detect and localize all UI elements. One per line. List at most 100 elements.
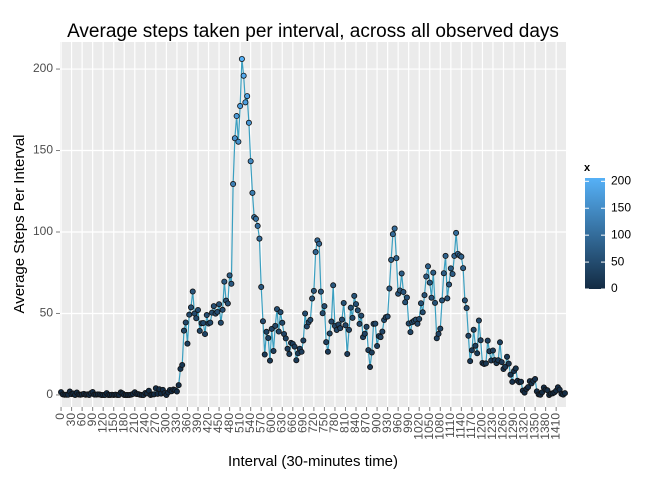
point [463,304,470,311]
x-tick-label: 570 [253,413,267,433]
x-tick-label: 1110 [443,413,457,438]
x-tick-label: 900 [369,413,383,433]
point [265,334,272,341]
chart-title: Average steps taken per interval, across… [67,21,559,42]
point [186,311,193,318]
legend-label: 100 [611,227,631,241]
point [338,316,345,323]
point [307,316,314,323]
point [351,292,358,299]
point [367,364,374,371]
x-tick-label: 450 [211,413,225,433]
point [498,359,505,366]
y-tick-label: 0 [46,387,53,401]
x-tick-label: 1170 [464,413,478,439]
x-tick-label: 1380 [538,413,552,440]
point [507,371,514,378]
point [446,281,453,288]
x-tick-label: 600 [264,413,278,433]
point [525,384,532,391]
x-tick-label: 810 [338,413,352,433]
x-tick-label: 150 [106,413,120,433]
point [323,339,330,346]
point [363,323,370,330]
point [317,288,324,295]
point [282,335,289,342]
point [344,350,351,357]
x-tick-label: 1410 [548,413,562,440]
point [196,327,203,334]
legend-label: 150 [611,200,631,214]
point [424,263,431,270]
point [256,235,263,242]
point [453,229,460,236]
x-tick-label: 1200 [475,413,489,440]
point [353,301,360,308]
point [416,315,423,322]
x-tick-label: 1230 [485,413,499,440]
point [270,347,277,354]
x-tick-label: 960 [390,413,404,433]
legend-label: 50 [611,254,625,268]
point [210,303,217,310]
point [319,310,326,317]
x-tick-label: 90 [85,413,99,427]
point [182,319,189,326]
x-axis-title: Interval (30-minutes time) [228,453,398,470]
point [432,299,439,306]
x-tick-label: 1260 [496,413,510,440]
point [347,304,354,311]
point [286,351,293,358]
point [368,349,375,356]
x-tick-label: 0 [53,413,67,420]
x-tick-label: 390 [190,413,204,433]
x-tick-label: 870 [359,413,373,433]
point [291,343,298,350]
point [293,357,300,364]
x-tick-label: 660 [285,413,299,433]
point [302,310,309,317]
x-tick-label: 690 [296,413,310,433]
point [309,295,316,302]
point [321,303,328,310]
x-tick-label: 120 [95,413,109,433]
point [240,72,247,79]
point [193,315,200,322]
point [245,119,252,126]
point [266,357,273,364]
point [277,309,284,316]
point [465,332,472,339]
point [324,348,331,355]
point [216,301,223,308]
point [349,314,356,321]
point [316,240,323,247]
point [400,289,407,296]
point [217,319,224,326]
point [475,317,482,324]
point [330,282,337,289]
point [496,339,503,346]
point [179,362,186,369]
x-tick-label: 1350 [527,413,541,440]
y-tick-label: 50 [40,306,54,320]
point [249,189,256,196]
point [423,273,430,280]
x-tick-label: 750 [317,413,331,433]
point [393,255,400,262]
point [358,312,365,319]
point [447,265,454,272]
point [298,348,305,355]
legend-label: 200 [611,173,631,187]
point [263,328,270,335]
point [442,252,449,259]
point [244,93,251,100]
point [474,350,481,357]
point [458,253,465,260]
point [403,294,410,301]
point [312,249,319,256]
x-tick-label: 1080 [432,413,446,440]
x-tick-label: 330 [169,413,183,433]
point [407,329,414,336]
point [231,135,238,142]
point [470,326,477,333]
